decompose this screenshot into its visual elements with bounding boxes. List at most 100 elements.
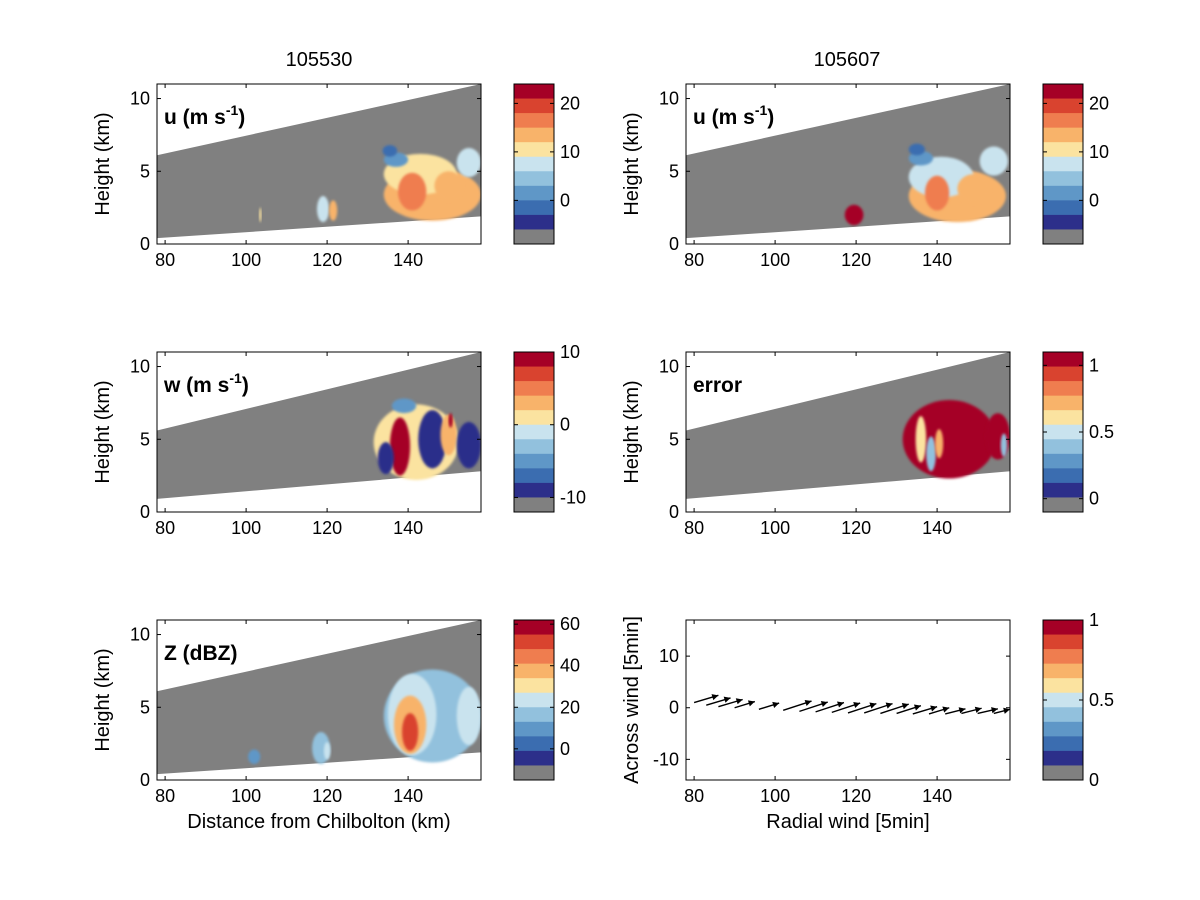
colorbar-band [514,98,554,114]
colorbar-band [514,410,554,426]
colorbar-band [514,127,554,143]
colorbar-band [1043,663,1083,679]
colorbar-tick-label: 20 [560,697,580,717]
colorbar-band [514,439,554,455]
y-tick-label: 10 [659,357,679,377]
x-tick-label: 80 [684,786,704,806]
wind-vector-head-16 [974,706,982,713]
data-cell-9 [434,171,463,201]
data-cell-6 [456,421,481,469]
plot-area [157,84,481,244]
colorbar: 0 10 20 [1042,83,1109,245]
data-cell-5 [440,414,457,456]
x-tick-label: 120 [841,250,871,270]
data-cell-5 [397,172,427,211]
colorbar-band [514,229,554,245]
colorbar-band [1043,98,1083,114]
wind-vector-head-4 [772,701,780,708]
colorbar-band [1043,381,1083,397]
x-tick-label: 100 [760,250,790,270]
colorbar-band [1043,620,1083,636]
axes-frame [685,83,1011,245]
x-tick-label: 80 [155,518,175,538]
colorbar-band [1043,765,1083,781]
panel-u-105607: 80 100 120 140 0 5 10 Height (km) u (m s-1) 0 10 20 [621,83,1109,270]
colorbar-tick-label: -10 [560,487,586,507]
column-title-right: 105607 [814,49,881,71]
column-title-left: 105530 [286,49,353,71]
data-cell-1 [915,416,927,463]
colorbar-band [1043,171,1083,187]
wind-vector-head-0 [711,694,719,701]
x-tick-label: 100 [760,786,790,806]
data-cell-3 [935,429,944,459]
x-tick-label: 140 [393,786,423,806]
colorbar-band [1043,229,1083,245]
colorbar: 0 20 40 60 [513,614,580,781]
y-tick-label: 5 [140,161,150,181]
colorbar-band [514,142,554,158]
axes-frame [156,351,482,513]
wind-vector-head-9 [869,702,877,709]
colorbar-band [1043,84,1083,100]
y-tick-label: 0 [140,770,150,790]
data-cell-4 [391,398,417,414]
colorbar-band [1043,142,1083,158]
colorbar-band [514,424,554,440]
y-tick-label: 10 [130,89,150,109]
data-cell-5 [908,143,925,156]
data-cell-1 [389,417,411,476]
panel-field-label: Z (dBZ) [164,642,237,665]
wind-vector-head-7 [837,701,844,708]
colorbar-band [1043,127,1083,143]
colorbar-band [1043,395,1083,411]
colorbar-band [514,736,554,752]
y-tick-label: 0 [140,234,150,254]
colorbar-band [1043,468,1083,484]
colorbar-band [514,214,554,230]
x-tick-label: 140 [393,250,423,270]
colorbar-band [1043,366,1083,382]
x-tick-label: 120 [312,250,342,270]
colorbar-band [514,721,554,737]
colorbar-band [514,678,554,694]
x-tick-label: 100 [231,250,261,270]
colorbar-band [514,497,554,513]
wind-vector-head-5 [804,699,812,706]
y-axis-label: Across wind [5min] [621,616,643,784]
colorbar-band [514,381,554,397]
panel-field-label: u (m s-1) [693,102,774,129]
x-tick-label: 120 [312,786,342,806]
colorbar-band [1043,453,1083,469]
colorbar-band [1043,200,1083,216]
colorbar-band [1043,156,1083,172]
colorbar-band [1043,721,1083,737]
colorbar-frame [513,619,555,781]
colorbar-band [514,171,554,187]
y-tick-label: 0 [140,502,150,522]
y-axis-label: Height (km) [92,112,114,215]
colorbar-tick-label: 1 [1089,355,1099,375]
y-tick-label: -10 [653,749,679,769]
x-tick-label: 120 [841,786,871,806]
colorbar: 00.51 [1042,610,1114,790]
colorbar-tick-label: 0 [560,739,570,759]
colorbar-tick-label: 10 [560,342,580,362]
colorbar-band [1043,352,1083,368]
colorbar-tick-label: 0 [560,415,570,435]
panel-w-105530: 80 100 120 140 0 5 10 Height (km) w (m s-1) -10 0 1… [92,342,586,538]
panel-field-label: w (m s-1) [163,370,249,397]
colorbar: 0 10 20 [513,83,580,245]
x-tick-label: 80 [684,518,704,538]
x-axis-label: Radial wind [5min] [766,811,929,833]
x-tick-label: 140 [922,250,952,270]
data-cell-2 [329,200,338,221]
colorbar: 00.51 [1042,351,1114,513]
y-tick-label: 0 [669,234,679,254]
colorbar-band [1043,439,1083,455]
data-cell-0 [902,400,996,479]
colorbar-band [514,750,554,766]
